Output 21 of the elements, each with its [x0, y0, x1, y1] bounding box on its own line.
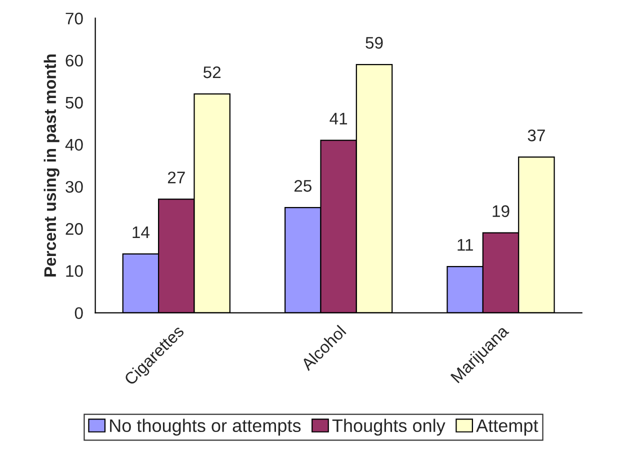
y-tick-label: 50	[66, 96, 83, 109]
data-label: 25	[294, 180, 312, 192]
data-label: 59	[366, 36, 383, 49]
data-label: 52	[203, 66, 221, 78]
y-tick-label: 30	[66, 180, 83, 193]
data-label: 37	[528, 130, 545, 142]
legend-label: No thoughts or attempts	[110, 418, 301, 436]
data-label: 11	[458, 239, 473, 251]
data-label: 19	[492, 205, 510, 218]
y-tick-label: 70	[66, 12, 83, 24]
y-tick-label: 20	[66, 223, 83, 235]
y-tick-label: 40	[65, 138, 83, 151]
data-label: 14	[132, 226, 150, 238]
legend-label: Attempt	[476, 419, 538, 436]
y-tick-label: 60	[66, 54, 83, 67]
y-tick-label: 0	[74, 307, 83, 320]
y-tick-label: 10	[66, 265, 83, 277]
data-label: 41	[330, 112, 348, 124]
data-label: 27	[168, 172, 185, 184]
y-axis-title: Percent using in past month	[44, 54, 60, 276]
legend-label: Thoughts only	[332, 418, 446, 436]
